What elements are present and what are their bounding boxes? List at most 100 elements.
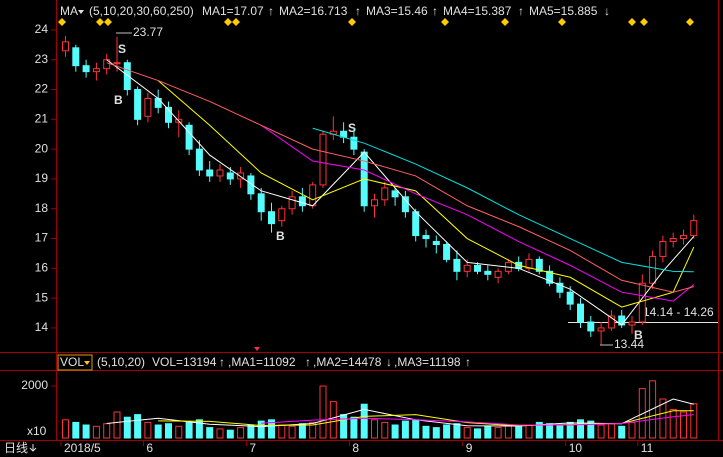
volume-bar (432, 427, 440, 439)
vol-indicator-name[interactable]: VOL (60, 355, 84, 369)
volume-bar (92, 425, 100, 439)
volume-bar (350, 416, 358, 439)
period-icon[interactable] (29, 444, 37, 452)
low-annotation: 13.44 (614, 337, 644, 351)
buy-signal: B (276, 229, 285, 243)
x-tick-label: 9 (466, 441, 473, 455)
x-tick-label: 10 (569, 441, 583, 455)
volume-bar (504, 424, 512, 439)
y-tick-label: 22 (35, 82, 49, 96)
ma-line (157, 80, 695, 308)
volume-bar (690, 403, 698, 439)
volume-bar (401, 420, 409, 439)
header-item: MA4=15.387 (443, 4, 512, 18)
vol-button[interactable] (57, 354, 93, 371)
candle-body (556, 282, 564, 293)
volume-bar (257, 420, 265, 439)
candle-body (577, 303, 584, 323)
volume-bar (309, 421, 317, 439)
buy-signal: B (634, 328, 643, 342)
candle-body (92, 68, 100, 73)
dropdown-icon[interactable] (78, 10, 84, 14)
candle-body (669, 238, 677, 243)
volume-bar (391, 424, 399, 439)
volume-bar (144, 421, 152, 439)
volume-bar (175, 425, 183, 439)
volume-bar (515, 425, 523, 439)
volume-bar (226, 429, 234, 439)
y-tick-label: 21 (35, 112, 49, 126)
vol-header-item: VOL=13194 (152, 355, 217, 369)
volume-bar (268, 419, 275, 439)
y-tick-label: 17 (35, 231, 49, 245)
volume-bar (381, 421, 389, 439)
volume-bar (463, 427, 471, 439)
high-annotation: 23.77 (133, 25, 163, 39)
ma-line (106, 62, 694, 293)
volume-bar (628, 421, 636, 439)
vol-y-tick-label: 2000 (21, 378, 48, 392)
ma-line (158, 410, 694, 427)
ma-line (261, 414, 694, 426)
dropdown-icon[interactable] (84, 361, 90, 365)
volume-bar (216, 428, 224, 439)
period-label[interactable]: 日线 (4, 441, 28, 455)
y-tick-label: 19 (35, 171, 49, 185)
volume-bar (484, 425, 492, 439)
volume-bar (72, 421, 80, 439)
x-tick-label: 6 (146, 441, 153, 455)
vol-header-item: ,MA3=11198 (394, 355, 461, 369)
volume-bar (556, 424, 564, 439)
x-tick-label: 2018/5 (64, 441, 101, 455)
volume-bar (607, 423, 615, 439)
y-tick-label: 24 (35, 22, 49, 36)
volume-bar (165, 423, 172, 439)
volume-bar (566, 421, 574, 439)
candle-body (195, 148, 203, 171)
volume-bar (360, 403, 368, 439)
candle-body (350, 136, 358, 150)
candle-body (381, 187, 389, 201)
buy-signal: B (114, 93, 123, 107)
ma-line (260, 124, 695, 302)
sell-signal: S (118, 42, 126, 56)
volume-bar (525, 424, 533, 439)
header-arrow: ↑ (518, 4, 524, 18)
y-tick-label: 20 (35, 141, 49, 155)
volume-unit: x10 (27, 424, 47, 438)
volume-bar (319, 385, 327, 439)
candle-body (319, 133, 327, 186)
y-tick-label: 23 (35, 52, 49, 66)
candle-body (453, 258, 461, 272)
candle-body (226, 172, 234, 180)
candle-body (597, 327, 605, 332)
candle-body (474, 264, 481, 272)
volume-bar (82, 424, 90, 439)
candle-body (247, 175, 255, 195)
candle-body (422, 235, 430, 240)
candle-body (649, 255, 657, 284)
indicator-name[interactable]: MA (60, 4, 78, 18)
volume-bar (206, 427, 214, 439)
candle-body (412, 211, 420, 237)
candle-body (494, 270, 502, 278)
range-annotation: 14.14 - 14.26 (643, 305, 714, 319)
candle-body (257, 193, 265, 213)
volume-bar (298, 423, 306, 439)
candle-body (690, 220, 698, 237)
ma-line (312, 127, 694, 273)
volume-bar (443, 424, 451, 439)
candle-body (288, 196, 296, 210)
volume-bar (154, 424, 162, 439)
header-arrow: ↑ (268, 4, 274, 18)
indicator-params: (5,10,20,30,60,250) (89, 4, 194, 18)
volume-bar (113, 411, 121, 439)
y-tick-label: 14 (35, 320, 49, 334)
candle-body (680, 235, 687, 240)
volume-bar (474, 428, 481, 439)
volume-bar (123, 416, 131, 439)
candle-body (309, 184, 317, 207)
volume-bar (195, 419, 203, 439)
